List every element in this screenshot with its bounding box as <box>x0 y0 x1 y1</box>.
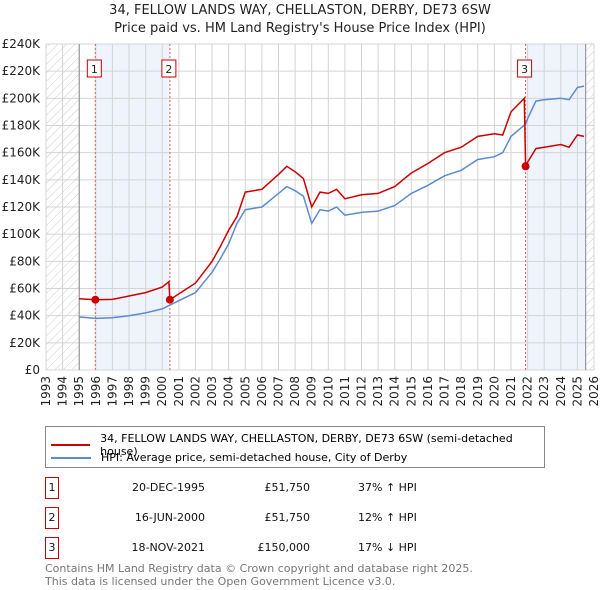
x-tick-label: 1994 <box>56 376 70 407</box>
x-tick-label: 2008 <box>288 376 302 407</box>
transaction-row: 1 20-DEC-1995 £51,750 37% ↑ HPI <box>45 477 445 499</box>
x-tick-label: 2018 <box>454 376 468 407</box>
sale-point <box>91 295 100 304</box>
chart-subtitle: Price paid vs. HM Land Registry's House … <box>114 21 486 36</box>
x-tick-label: 2004 <box>222 376 236 407</box>
y-tick-label: £200K <box>2 91 42 105</box>
x-tick-label: 2013 <box>371 376 385 407</box>
y-tick-label: £240K <box>2 37 42 51</box>
x-tick-label: 1998 <box>122 376 136 407</box>
x-tick-label: 2022 <box>521 376 535 407</box>
x-tick-label: 2006 <box>255 376 269 407</box>
y-tick-label: £40K <box>9 309 41 323</box>
x-tick-label: 2009 <box>305 376 319 407</box>
transaction-price: £51,750 <box>264 481 311 494</box>
y-tick-label: £60K <box>9 282 41 296</box>
transaction-row: 3 18-NOV-2021 £150,000 17% ↓ HPI <box>45 537 445 559</box>
y-tick-label: £140K <box>2 173 42 187</box>
transaction-number: 3 <box>45 537 59 559</box>
x-tick-label: 2005 <box>238 376 252 407</box>
transaction-hpi: 37% ↑ HPI <box>358 481 417 494</box>
x-tick-label: 2002 <box>188 376 202 407</box>
transaction-hpi: 17% ↓ HPI <box>358 541 417 554</box>
sale-label: 3 <box>521 63 528 76</box>
x-tick-label: 2001 <box>172 376 186 407</box>
x-tick-label: 2020 <box>487 376 501 407</box>
red-line-swatch <box>51 444 91 446</box>
transaction-hpi: 12% ↑ HPI <box>358 511 417 524</box>
transaction-number: 1 <box>45 477 59 499</box>
y-tick-label: £80K <box>9 254 41 268</box>
sale-label-box <box>86 59 102 78</box>
blue-line-swatch <box>51 456 91 459</box>
y-tick-label: £0 <box>25 363 40 377</box>
sale-label: 1 <box>91 63 98 76</box>
legend-hpi: HPI: Average price, semi-detached house,… <box>101 451 408 464</box>
transaction-price: £51,750 <box>264 511 311 524</box>
x-tick-label: 2014 <box>388 376 402 407</box>
x-tick-label: 2015 <box>404 376 418 407</box>
legend-property: 34, FELLOW LANDS WAY, CHELLASTON, DERBY,… <box>100 432 513 458</box>
x-tick-label: 2000 <box>155 376 169 407</box>
x-tick-label: 2003 <box>205 376 219 407</box>
x-tick-label: 2012 <box>355 376 369 407</box>
sale-label-box <box>161 59 177 78</box>
chart-legend: 34, FELLOW LANDS WAY, CHELLASTON, DERBY,… <box>45 426 545 468</box>
footer: Contains HM Land Registry data © Crown c… <box>45 562 473 588</box>
x-tick-label: 2024 <box>554 376 568 407</box>
y-tick-label: £160K <box>2 146 42 160</box>
footer-licence: This data is licensed under the Open Gov… <box>45 575 396 588</box>
chart-title: 34, FELLOW LANDS WAY, CHELLASTON, DERBY,… <box>109 3 491 18</box>
sale-label-box <box>517 59 533 78</box>
y-tick-label: £180K <box>2 119 42 133</box>
y-tick-label: £120K <box>2 200 42 214</box>
x-tick-label: 2011 <box>338 376 352 407</box>
x-tick-label: 2007 <box>271 376 285 407</box>
transaction-number: 2 <box>45 507 59 529</box>
x-tick-label: 2019 <box>471 376 485 407</box>
y-tick-label: £220K <box>2 64 42 78</box>
x-tick-label: 2021 <box>504 376 518 407</box>
x-tick-label: 1993 <box>39 376 53 407</box>
transaction-date: 18-NOV-2021 <box>131 541 205 554</box>
x-tick-label: 2025 <box>570 376 584 407</box>
y-tick-label: £20K <box>9 336 41 350</box>
x-tick-label: 2016 <box>421 376 435 407</box>
transaction-date: 16-JUN-2000 <box>134 511 205 524</box>
hpi-line <box>79 85 585 320</box>
sale-point <box>521 162 530 171</box>
x-tick-label: 2010 <box>321 376 335 407</box>
x-tick-label: 2023 <box>537 376 551 407</box>
x-tick-label: 1995 <box>72 376 86 407</box>
x-tick-label: 1999 <box>139 376 153 407</box>
sale-point <box>165 295 174 304</box>
transaction-row: 2 16-JUN-2000 £51,750 12% ↑ HPI <box>45 507 445 529</box>
x-tick-label: 2017 <box>438 376 452 407</box>
x-tick-label: 2026 <box>587 376 600 407</box>
x-tick-label: 1996 <box>89 376 103 407</box>
sale-label: 2 <box>165 63 172 76</box>
transaction-price: £150,000 <box>257 541 311 554</box>
x-tick-label: 1997 <box>105 376 119 407</box>
y-tick-label: £100K <box>2 227 42 241</box>
transaction-date: 20-DEC-1995 <box>131 481 205 494</box>
footer-copyright: Contains HM Land Registry data © Crown c… <box>45 562 473 575</box>
